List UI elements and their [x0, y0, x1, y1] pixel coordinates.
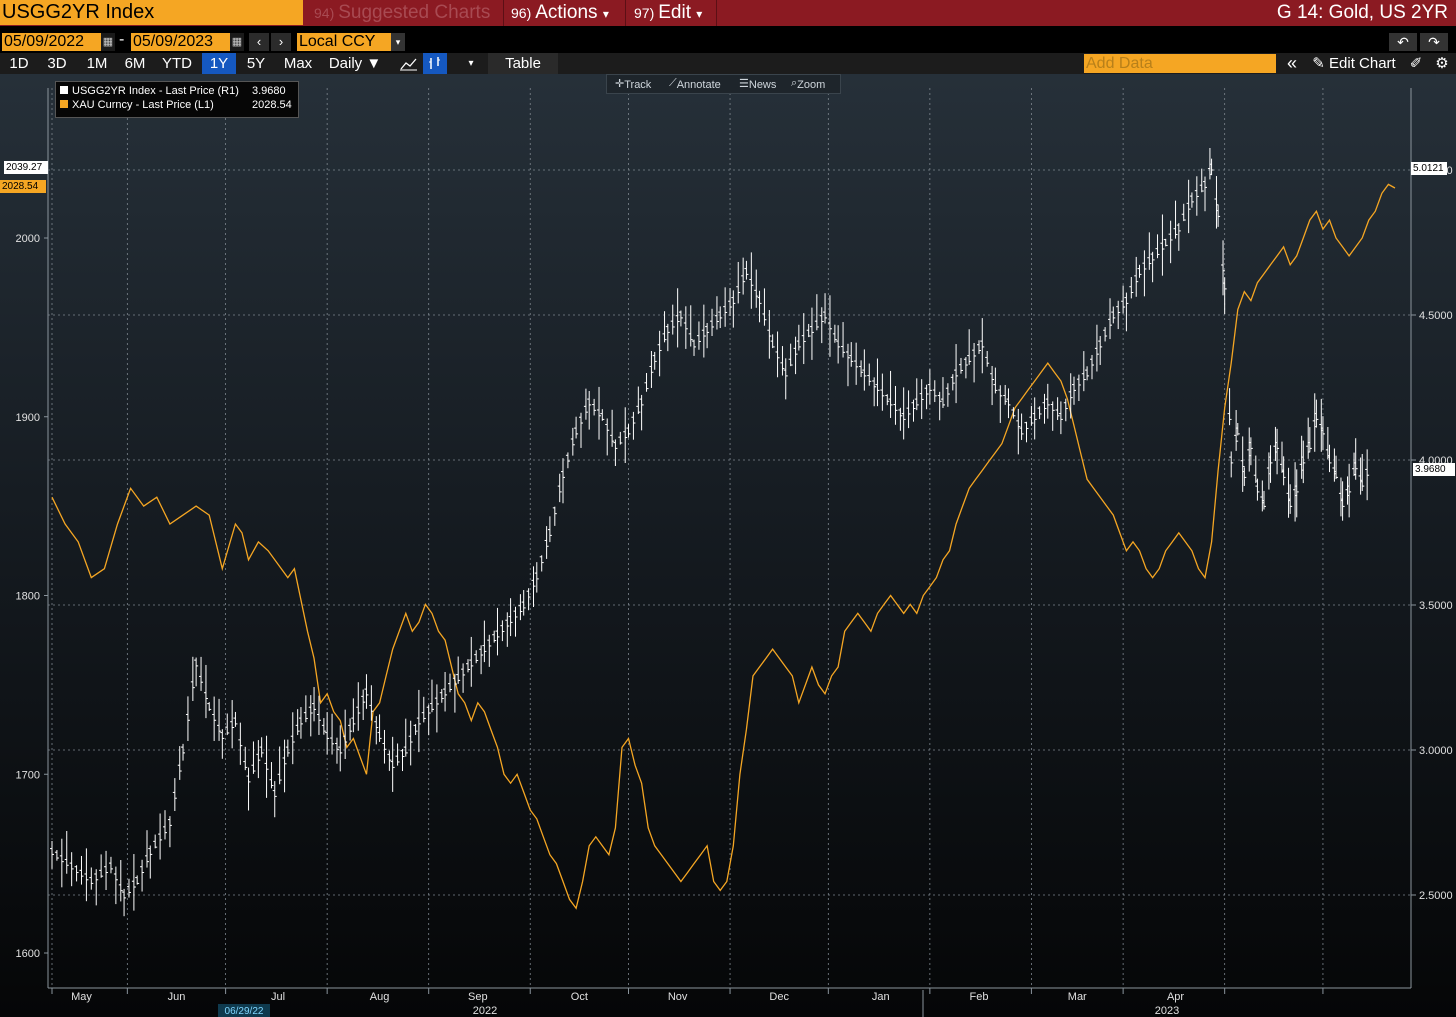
chart-title: G 14: Gold, US 2YR [1276, 2, 1448, 23]
x-month-label: Jun [168, 991, 186, 1003]
range-1m-button[interactable]: 1M [86, 55, 108, 72]
right-tick-label: 3.0000 [1419, 745, 1453, 757]
right-tick-label: 4.5000 [1419, 310, 1453, 322]
next-period-button[interactable]: › [271, 33, 291, 51]
range-1y-button[interactable]: 1Y [202, 53, 236, 74]
annotate-label: Annotate [676, 79, 721, 91]
zoom-tool[interactable]: ⌕ Zoom [791, 77, 826, 91]
edit-settings-icon[interactable]: ✐ [1409, 55, 1423, 72]
x-month-label: Apr [1167, 991, 1184, 1003]
edit-chart-button[interactable]: ✎ Edit Chart [1306, 53, 1402, 74]
zoom-label: Zoom [797, 79, 826, 91]
collapse-icon[interactable]: « [1286, 53, 1297, 73]
redo-button[interactable]: ↷ [1420, 33, 1448, 51]
date-marker-box [218, 1004, 270, 1017]
left-tick-label: 1700 [16, 769, 40, 781]
x-month-label: Dec [769, 991, 789, 1003]
prev-period-button[interactable]: ‹ [249, 33, 269, 51]
legend-swatch [60, 86, 68, 94]
legend-item-bond: USGG2YR Index - Last Price (R1) [60, 85, 239, 98]
chevron-down-icon: ▼ [366, 55, 382, 72]
frequency-select[interactable]: Daily ▼ [323, 53, 387, 74]
menu-label: Suggested Charts [338, 2, 491, 23]
x-month-label: Mar [1068, 991, 1087, 1003]
end-date-input[interactable]: 05/09/2023 [131, 33, 230, 51]
edit-menu[interactable]: 97) Edit ▾ [634, 0, 702, 26]
x-year-label: 2023 [1155, 1005, 1179, 1017]
date-separator: - [119, 31, 125, 48]
right-price-tag-top: 5.0121 [1411, 162, 1447, 175]
legend-label: XAU Curncy - Last Price (L1) [72, 99, 214, 111]
x-month-label: Oct [571, 991, 588, 1003]
x-month-label: Jul [271, 991, 285, 1003]
legend-value: 3.9680 [252, 85, 286, 97]
menu-label: Edit [658, 2, 691, 23]
menu-number: 96) [511, 5, 532, 21]
menu-number: 97) [634, 5, 655, 21]
chart-legend: USGG2YR Index - Last Price (R1) 3.9680 X… [55, 81, 299, 118]
add-data-input[interactable]: Add Data [1084, 54, 1276, 73]
legend-swatch [60, 100, 68, 108]
edit-chart-label: Edit Chart [1329, 55, 1396, 72]
x-month-label: May [71, 991, 92, 1003]
currency-select[interactable]: Local CCY [297, 33, 391, 51]
news-tool[interactable]: ☰ News [739, 78, 777, 91]
menu-divider [625, 0, 626, 26]
news-label: News [748, 79, 777, 91]
menu-divider [716, 0, 717, 26]
chart-area [0, 74, 1456, 1017]
right-price-tag-last: 3.9680 [1413, 463, 1455, 476]
range-ytd-button[interactable]: YTD [162, 55, 192, 72]
start-date-input[interactable]: 05/09/2022 [2, 33, 101, 51]
left-tick-label: 1900 [16, 412, 40, 424]
left-price-tag-gold: 2028.54 [0, 180, 46, 193]
annotate-tool[interactable]: ⟋ Annotate [669, 77, 721, 91]
gear-icon[interactable]: ⚙ [1435, 55, 1449, 72]
menu-label: Actions [535, 2, 598, 23]
left-price-tag-white: 2039.27 [4, 161, 48, 174]
suggested-charts-menu[interactable]: 94) Suggested Charts [314, 0, 490, 26]
range-1d-button[interactable]: 1D [9, 55, 29, 72]
menu-number: 94) [314, 5, 335, 21]
legend-value: 2028.54 [252, 99, 292, 111]
right-tick-label: 3.5000 [1419, 600, 1453, 612]
gold-price-line [51, 183, 1396, 910]
x-month-label: Jan [872, 991, 890, 1003]
chart-tools: ✛ Track ⟋ Annotate ☰ News ⌕ Zoom [606, 74, 841, 94]
pencil-icon: ✎ [1312, 55, 1325, 72]
chevron-down-icon: ▾ [602, 7, 609, 21]
left-tick-label: 1800 [16, 591, 40, 603]
menu-divider [503, 0, 504, 26]
chevron-down-icon[interactable]: ▾ [391, 33, 405, 51]
legend-item-gold: XAU Curncy - Last Price (L1) [60, 99, 214, 112]
right-tick-label: 2.5000 [1419, 890, 1453, 902]
actions-menu[interactable]: 96) Actions ▾ [511, 0, 609, 26]
calendar-icon[interactable]: ▦ [230, 33, 244, 51]
x-month-label: Sep [468, 991, 488, 1003]
undo-button[interactable]: ↶ [1389, 33, 1417, 51]
left-tick-label: 2000 [16, 233, 40, 245]
bar-chart-icon[interactable] [423, 53, 447, 74]
line-chart-icon[interactable] [397, 53, 421, 74]
date-marker-label: 06/29/22 [225, 1006, 264, 1017]
range-5y-button[interactable]: 5Y [246, 55, 266, 72]
range-6m-button[interactable]: 6M [124, 55, 146, 72]
track-tool[interactable]: ✛ Track [615, 78, 652, 91]
track-label: Track [624, 79, 652, 91]
left-tick-label: 1600 [16, 948, 40, 960]
ticker-field[interactable]: USGG2YR Index [0, 0, 303, 25]
chart-type-dropdown[interactable]: ▾ [468, 58, 474, 69]
x-month-label: Feb [970, 991, 989, 1003]
x-month-label: Aug [370, 991, 390, 1003]
frequency-label: Daily [328, 55, 363, 72]
legend-label: USGG2YR Index - Last Price (R1) [72, 85, 239, 97]
range-max-button[interactable]: Max [283, 55, 313, 72]
chevron-down-icon: ▾ [696, 7, 703, 21]
table-button[interactable]: Table [488, 53, 558, 74]
range-3d-button[interactable]: 3D [47, 55, 67, 72]
x-year-label: 2022 [473, 1005, 497, 1017]
calendar-icon[interactable]: ▦ [101, 33, 115, 51]
x-month-label: Nov [668, 991, 688, 1003]
